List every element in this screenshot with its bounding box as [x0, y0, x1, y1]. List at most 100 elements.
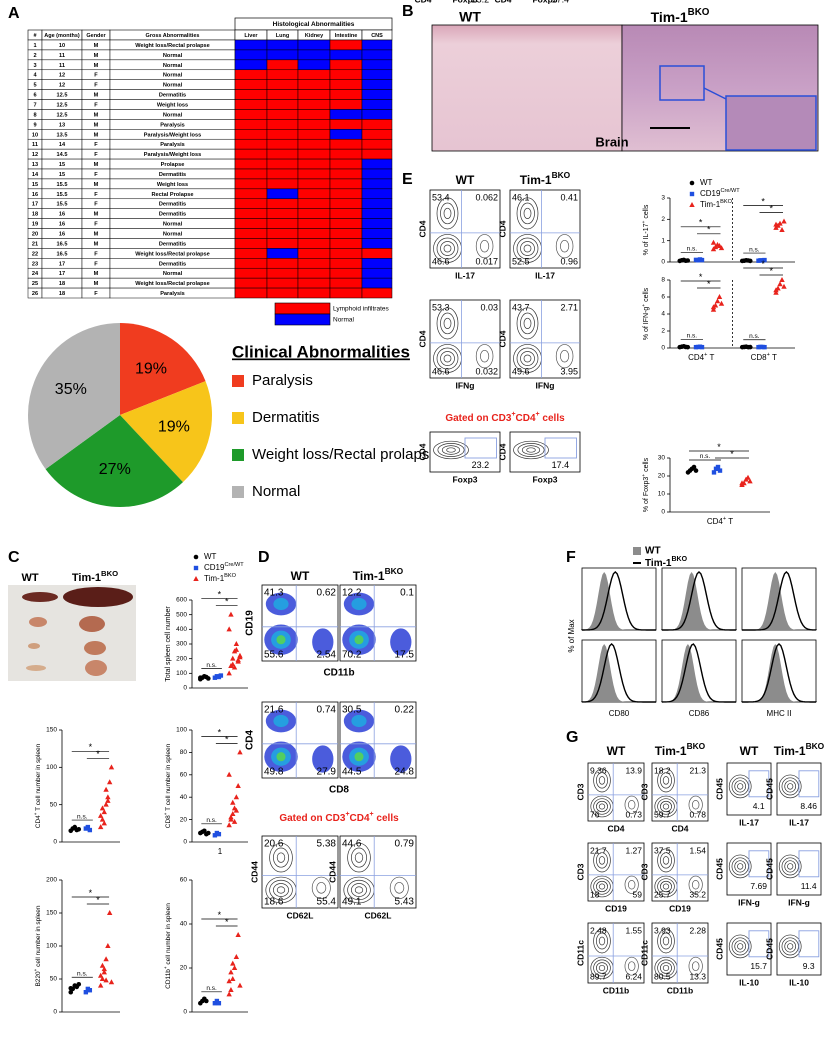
table-cell-text: M [94, 112, 99, 118]
contour [596, 852, 608, 869]
text-part: CD4 [707, 517, 724, 526]
gate [798, 930, 820, 958]
contour [627, 800, 636, 810]
panel-label: F [566, 549, 576, 566]
data-point [773, 221, 779, 227]
gate-value: 4.1 [753, 801, 765, 811]
contour [596, 800, 608, 813]
contour [660, 880, 672, 893]
table-header: CNS [371, 33, 383, 39]
table-cell-text: 12 [59, 83, 65, 89]
contour [778, 774, 802, 799]
table-cell-text: 17 [59, 261, 65, 267]
quadrant-value: 46.6 [432, 256, 450, 266]
significance-label: n.s. [687, 333, 698, 340]
contour [593, 878, 611, 895]
flow-plot [429, 189, 501, 269]
superscript: BKO [720, 199, 732, 205]
contour [517, 443, 545, 457]
y-axis-label: B220+ cell number in spleen [33, 905, 42, 986]
quadrant-value: 46.1 [512, 192, 530, 202]
y-tick-label: 0 [661, 345, 665, 352]
contour [624, 956, 639, 976]
table-cell-text: 18 [32, 212, 38, 218]
significance-label: * [769, 266, 773, 276]
histology-cell [361, 168, 393, 180]
table-cell-text: 12 [32, 152, 38, 158]
histology-cell [361, 39, 393, 51]
contour [596, 932, 608, 950]
significance-label: n.s. [206, 985, 217, 992]
histology-cell [234, 129, 268, 140]
significance-label: * [761, 196, 765, 206]
table-cell-text: M [94, 122, 99, 128]
wt-histogram [742, 644, 816, 702]
superscript: Cre/WT [224, 562, 244, 568]
histology-cell [266, 188, 299, 200]
data-point [762, 344, 767, 350]
data-point [230, 976, 236, 981]
quadrant-value: 0.22 [395, 705, 415, 716]
table-cell-text: 13.5 [57, 132, 68, 138]
table-cell-text: Normal [163, 112, 183, 118]
table-cell-text: 12.5 [57, 93, 68, 99]
histology-cell [234, 277, 268, 289]
text-part: Tim-1 [651, 9, 688, 25]
data-point [710, 304, 717, 310]
x-axis-label: IFNg [456, 380, 475, 390]
table-cell-text: 17 [32, 202, 38, 208]
y-axis-label: CD4 [497, 443, 507, 460]
ko-histogram [661, 571, 737, 631]
data-point [76, 827, 82, 832]
contour [354, 886, 364, 894]
table-header: Gender [86, 33, 106, 39]
text-part: cells [643, 204, 650, 220]
y-tick-label: 2 [661, 216, 665, 223]
contour [440, 241, 455, 256]
table-cell-text: 7 [33, 102, 36, 108]
histology-cell [329, 148, 363, 160]
y-tick-label: 600 [176, 597, 187, 604]
table-cell-text: 16.5 [57, 251, 68, 257]
y-tick-label: 0 [53, 839, 57, 846]
data-point [233, 954, 240, 959]
contour [516, 197, 539, 230]
data-point [99, 816, 106, 822]
legend-marker [193, 554, 199, 560]
density [312, 745, 334, 773]
table-cell-text: Prolapse [161, 162, 185, 168]
legend-marker [689, 202, 695, 207]
flow-plot [651, 762, 709, 822]
histology-cell [266, 39, 299, 51]
data-point [230, 960, 236, 966]
histology-cell [266, 238, 299, 249]
histology-cell [329, 178, 363, 190]
histology-cell [361, 287, 393, 299]
histology-cell [234, 258, 268, 269]
quadrant-value: 20.6 [264, 839, 284, 850]
data-point [101, 966, 107, 972]
contour [731, 937, 749, 956]
contour [389, 876, 409, 899]
table-cell-text: Dermatitis [159, 93, 186, 99]
table-cell-text: 20 [32, 231, 38, 237]
contour [354, 852, 364, 863]
gate-value: 15.7 [750, 961, 767, 971]
histology-cell [266, 59, 299, 71]
histology-cell [361, 148, 393, 160]
histology-cell [266, 99, 299, 110]
table-cell-text: M [94, 53, 99, 59]
y-tick-label: 40 [180, 794, 188, 801]
table-cell-text: Weight loss/Rectal prolapse [135, 251, 210, 257]
histology-cell [266, 228, 299, 239]
contour [316, 882, 327, 894]
contour [513, 440, 549, 460]
histology-cell [234, 99, 268, 110]
data-point [710, 239, 717, 245]
histology-cell [361, 188, 393, 200]
contour [787, 863, 794, 870]
x-axis-label: CD11b [603, 985, 629, 995]
data-point [747, 258, 753, 264]
histology-cell [297, 178, 331, 190]
data-point [226, 626, 232, 632]
